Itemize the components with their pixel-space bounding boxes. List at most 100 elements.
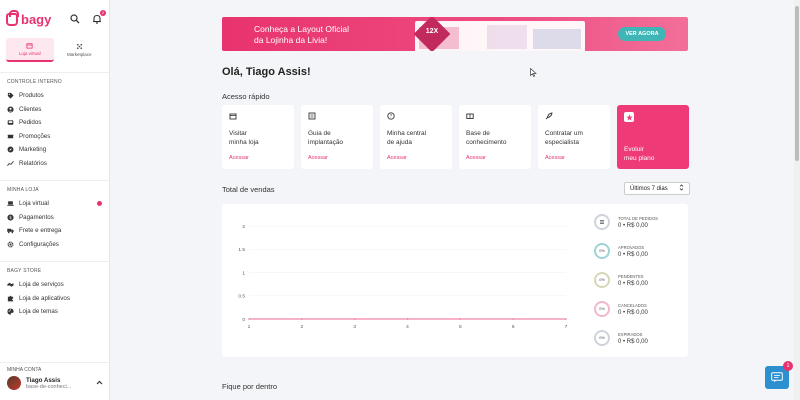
ticket-icon [7, 133, 14, 140]
sidebar-item-pagamentos[interactable]: $ Pagamentos [0, 211, 109, 225]
section-title-controle-interno: CONTROLE INTERNO [0, 72, 109, 85]
ver-agora-button[interactable]: VER AGORA [618, 27, 666, 41]
acessar-link[interactable]: Acessar [229, 155, 249, 161]
bag-icon [6, 9, 19, 26]
x-tick-label: 5 [459, 324, 462, 330]
quick-card-central-ajuda[interactable]: ? Minha central de ajuda Acessar [380, 105, 452, 169]
banner-text: Conheça a Layout Oficial da Lojinha da L… [254, 24, 349, 45]
quick-card-visitar-loja[interactable]: Visitar minha loja Acessar [222, 105, 294, 169]
stat-expirados: 0% EXPIRADOS 0 • R$ 0,00 [594, 330, 648, 346]
sidebar-item-marketing[interactable]: Marketing [0, 143, 109, 157]
account-store: base-de-conheci... [26, 383, 72, 390]
sidebar-item-clientes[interactable]: Clientes [0, 103, 109, 117]
network-icon [76, 43, 82, 50]
store-tabs: Loja virtual Marketplace [6, 38, 103, 62]
svg-text:?: ? [390, 114, 393, 120]
acessar-link[interactable]: Acessar [545, 155, 565, 161]
user-circle-icon [7, 106, 14, 113]
y-tick-label: 0.5 [238, 294, 245, 300]
sidebar-item-loja-aplicativos[interactable]: Loja de aplicativos [0, 292, 109, 306]
tag-icon [7, 92, 14, 99]
chat-button[interactable]: 1 [765, 361, 793, 389]
stat-label: TOTAL DE PEDIDOS [618, 215, 658, 221]
sidebar-item-configuracoes[interactable]: Configurações [0, 238, 109, 252]
x-tick-label: 2 [300, 324, 303, 330]
stat-label: EXPIRADOS [618, 331, 643, 337]
sidebar-item-loja-servicos[interactable]: Loja de serviços [0, 278, 109, 292]
page-scrollbar[interactable] [794, 0, 800, 400]
quick-access-cards: Visitar minha loja Acessar Guia de implant… [222, 105, 689, 169]
bagy-logo[interactable]: bagy [6, 9, 51, 27]
stat-label: PENDENTES [618, 273, 644, 279]
puzzle-icon [7, 295, 14, 302]
sidebar-item-frete-entrega[interactable]: Frete e entrega [0, 224, 109, 238]
scrollbar-thumb[interactable] [795, 6, 799, 161]
period-select[interactable]: Últimos 7 dias [624, 182, 690, 195]
help-circle-icon: ? [387, 112, 395, 120]
acessar-link[interactable]: Acessar [387, 155, 407, 161]
stat-label: APROVADOS [618, 244, 645, 250]
chat-badge: 1 [783, 361, 793, 371]
notification-badge: 2 [100, 10, 106, 16]
data-point [354, 318, 356, 320]
tab-loja-virtual[interactable]: Loja virtual [6, 38, 54, 62]
percent-ring: 0% [594, 243, 610, 259]
gear-icon [7, 241, 14, 248]
section-title-minha-loja: MINHA LOJA [0, 180, 109, 193]
sidebar-item-loja-virtual[interactable]: Loja virtual [0, 197, 109, 211]
y-tick-label: 1.5 [238, 247, 245, 253]
stat-value: 0 • R$ 0,00 [618, 222, 648, 229]
account-switcher[interactable]: Tiago Assis base-de-conheci... [0, 373, 110, 393]
bell-icon[interactable]: 2 [91, 10, 106, 25]
percent-ring: 0% [594, 330, 610, 346]
stat-total-de-pedidos: TOTAL DE PEDIDOS 0 • R$ 0,00 [594, 214, 658, 230]
banner-badge-text: 12X [425, 28, 439, 35]
chat-icon [771, 372, 783, 383]
tab-marketplace[interactable]: Marketplace [56, 38, 104, 62]
data-point [406, 318, 409, 320]
sidebar-item-pedidos[interactable]: Pedidos [0, 116, 109, 130]
x-tick-label: 6 [512, 324, 515, 330]
y-tick-label: 1 [242, 270, 245, 276]
dollar-circle-icon: $ [7, 214, 14, 221]
search-icon[interactable] [69, 13, 81, 25]
alert-dot [97, 201, 102, 207]
handshake-icon [7, 281, 14, 288]
data-point [565, 318, 567, 320]
acessar-link[interactable]: Acessar [308, 155, 328, 161]
chevron-updown-icon [679, 184, 684, 193]
sidebar-header: bagy 2 [0, 0, 109, 38]
chevron-up-icon [96, 380, 103, 387]
sidebar-item-loja-temas[interactable]: Loja de temas [0, 305, 109, 319]
stat-value: 0 • R$ 0,00 [618, 251, 648, 258]
data-point [301, 318, 303, 320]
compass-icon [7, 146, 14, 153]
stat-aprovados: 0% APROVADOS 0 • R$ 0,00 [594, 243, 648, 259]
list-icon [308, 112, 316, 120]
quick-card-contratar-especialista[interactable]: Contratar um especialista Acessar [538, 105, 610, 169]
mouse-cursor [530, 67, 537, 79]
section-title-bagy-store: BAGY STORE [0, 261, 109, 274]
acessar-link[interactable]: Acessar [466, 155, 486, 161]
x-tick-label: 4 [406, 324, 409, 330]
avatar [7, 376, 21, 390]
sidebar-item-produtos[interactable]: Produtos [0, 89, 109, 103]
stat-value: 0 • R$ 0,00 [618, 280, 648, 287]
store-icon [26, 43, 33, 49]
quick-card-guia-implantacao[interactable]: Guia de implantação Acessar [301, 105, 373, 169]
quick-card-base-conhecimento[interactable]: Base de conhecimento Acessar [459, 105, 531, 169]
page-title: Olá, Tiago Assis! [222, 66, 311, 78]
account-panel: MINHA CONTA Tiago Assis base-de-conheci.… [0, 362, 110, 400]
y-tick-label: 2 [242, 224, 245, 230]
percent-ring: 0% [594, 301, 610, 317]
truck-icon [7, 227, 14, 234]
promo-banner[interactable]: Conheça a Layout Oficial da Lojinha da L… [222, 17, 688, 51]
quick-card-evoluir-plano[interactable]: Evoluir meu plano [617, 105, 689, 169]
x-tick-label: 3 [353, 324, 356, 330]
sales-title: Total de vendas [222, 185, 275, 194]
svg-text:$: $ [9, 215, 12, 221]
chart-line-icon [7, 160, 14, 167]
sidebar-item-relatorios[interactable]: Relatórios [0, 157, 109, 171]
sidebar-item-promocoes[interactable]: Promoções [0, 130, 109, 144]
star-icon [624, 112, 634, 122]
